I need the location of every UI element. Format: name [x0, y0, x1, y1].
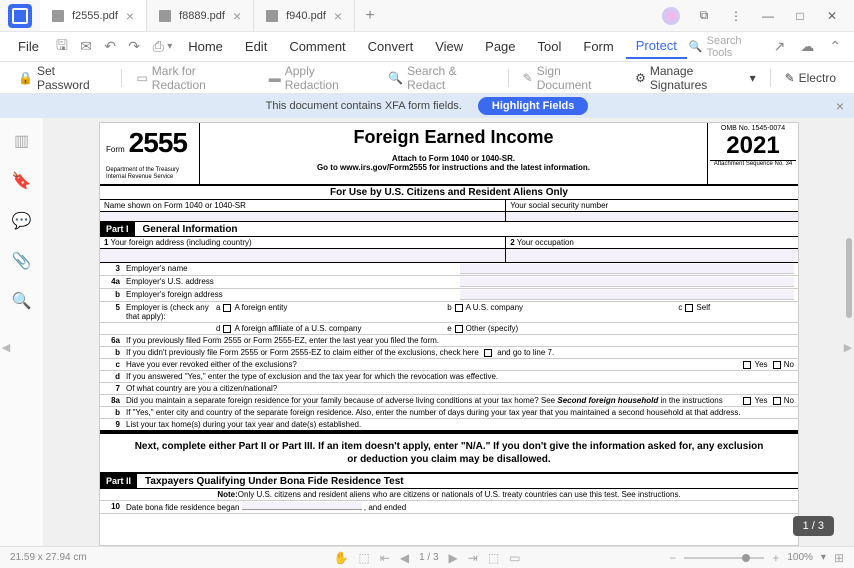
- menu-page[interactable]: Page: [475, 35, 525, 58]
- close-icon[interactable]: ×: [126, 8, 134, 24]
- add-tab-button[interactable]: +: [355, 0, 385, 31]
- cloud-icon[interactable]: ☁: [796, 35, 818, 59]
- menu-view[interactable]: View: [425, 35, 473, 58]
- close-icon[interactable]: ×: [334, 8, 342, 24]
- protect-toolbar: 🔒 Set Password ▭ Mark for Redaction ▬ Ap…: [0, 62, 854, 94]
- mark-redaction-button[interactable]: ▭ Mark for Redaction: [130, 62, 254, 94]
- zoom-in-icon[interactable]: +: [772, 551, 779, 565]
- zoom-level[interactable]: 100%: [787, 552, 813, 563]
- document-viewport[interactable]: Form 2555 Department of the TreasuryInte…: [44, 118, 854, 546]
- undo-icon[interactable]: ↶: [99, 35, 121, 59]
- set-password-button[interactable]: 🔒 Set Password: [12, 62, 113, 94]
- menu-edit[interactable]: Edit: [235, 35, 277, 58]
- file-menu[interactable]: File: [8, 35, 49, 58]
- zoom-slider[interactable]: [684, 557, 764, 559]
- last-page-icon[interactable]: ⇥: [468, 551, 478, 565]
- zoom-dropdown-icon[interactable]: ▾: [821, 552, 826, 563]
- bookmark-icon[interactable]: 🔖: [13, 172, 31, 190]
- search-tools[interactable]: 🔍 Search Tools: [689, 35, 763, 59]
- view-mode-icon[interactable]: ⊞: [834, 551, 844, 565]
- banner-text: This document contains XFA form fields.: [266, 100, 462, 112]
- tab-label: f2555.pdf: [72, 10, 118, 22]
- page-indicator: 1 / 3: [793, 516, 834, 536]
- close-icon[interactable]: ×: [233, 8, 241, 24]
- electronic-button[interactable]: ✎ Electro: [779, 69, 842, 87]
- dropdown-icon[interactable]: ▾: [167, 41, 172, 52]
- menu-form[interactable]: Form: [573, 35, 623, 58]
- search-redact-button[interactable]: 🔍 Search & Redact: [382, 62, 500, 94]
- first-page-icon[interactable]: ⇤: [380, 551, 390, 565]
- fit-page-icon[interactable]: ▭: [509, 551, 520, 565]
- thumbnails-icon[interactable]: ▥: [13, 132, 31, 150]
- tab-f2555[interactable]: f2555.pdf ×: [40, 0, 147, 31]
- next-page-icon[interactable]: ▶: [449, 551, 458, 565]
- share-icon[interactable]: ↗: [769, 35, 791, 59]
- window-controls: ⧉ ⋮ ― □ ✕: [654, 2, 854, 30]
- tab-label: f8889.pdf: [179, 10, 225, 22]
- maximize-button[interactable]: □: [786, 2, 814, 30]
- vertical-scrollbar[interactable]: [846, 238, 852, 318]
- statusbar: 21.59 x 27.94 cm ✋ ⬚ ⇤ ◀ 1 / 3 ▶ ⇥ ⬚ ▭ −…: [0, 546, 854, 568]
- print-icon[interactable]: ⎙: [147, 35, 169, 59]
- titlebar: f2555.pdf × f8889.pdf × f940.pdf × + ⧉ ⋮…: [0, 0, 854, 32]
- save-icon[interactable]: 🖫: [51, 35, 73, 59]
- sign-document-button[interactable]: ✎ Sign Document: [517, 62, 621, 94]
- page-dimensions: 21.59 x 27.94 cm: [10, 552, 87, 563]
- close-window-button[interactable]: ✕: [818, 2, 846, 30]
- main-area: ▥ 🔖 💬 📎 🔍 ◀ Form 2555 Department of the …: [0, 118, 854, 546]
- hand-tool-icon[interactable]: ✋: [333, 551, 348, 565]
- select-tool-icon[interactable]: ⬚: [358, 551, 369, 565]
- prev-page-edge[interactable]: ◀: [0, 332, 12, 362]
- zoom-out-icon[interactable]: −: [669, 551, 676, 565]
- pdf-icon: [52, 10, 64, 22]
- form-page: Form 2555 Department of the TreasuryInte…: [99, 122, 799, 546]
- comments-icon[interactable]: 💬: [13, 212, 31, 230]
- tab-label: f940.pdf: [286, 10, 326, 22]
- pdf-icon: [266, 10, 278, 22]
- tab-f940[interactable]: f940.pdf ×: [254, 0, 355, 31]
- redo-icon[interactable]: ↷: [123, 35, 145, 59]
- xfa-banner: This document contains XFA form fields. …: [0, 94, 854, 118]
- minimize-button[interactable]: ―: [754, 2, 782, 30]
- menu-comment[interactable]: Comment: [279, 35, 355, 58]
- prev-page-icon[interactable]: ◀: [400, 551, 409, 565]
- search-icon[interactable]: 🔍: [13, 292, 31, 310]
- ai-icon[interactable]: [662, 7, 680, 25]
- form-title: Foreign Earned Income: [204, 127, 703, 148]
- next-page-edge[interactable]: ▶: [842, 332, 854, 362]
- fit-width-icon[interactable]: ⬚: [488, 551, 499, 565]
- menu-tool[interactable]: Tool: [528, 35, 572, 58]
- menu-home[interactable]: Home: [178, 35, 233, 58]
- banner-close-icon[interactable]: ×: [836, 98, 844, 114]
- manage-signatures-button[interactable]: ⚙ Manage Signatures ▾: [629, 62, 762, 94]
- tab-f8889[interactable]: f8889.pdf ×: [147, 0, 254, 31]
- attachments-icon[interactable]: 📎: [13, 252, 31, 270]
- mail-icon[interactable]: ✉: [75, 35, 97, 59]
- app-icon[interactable]: [8, 4, 32, 28]
- highlight-fields-button[interactable]: Highlight Fields: [478, 97, 589, 115]
- expand-icon[interactable]: ⌃: [824, 35, 846, 59]
- apply-redaction-button[interactable]: ▬ Apply Redaction: [263, 62, 374, 94]
- menubar: File 🖫 ✉ ↶ ↷ ⎙ ▾ Home Edit Comment Conve…: [0, 32, 854, 62]
- more-icon[interactable]: ⋮: [722, 2, 750, 30]
- pdf-icon: [159, 10, 171, 22]
- menu-convert[interactable]: Convert: [358, 35, 424, 58]
- open-window-icon[interactable]: ⧉: [690, 2, 718, 30]
- page-number[interactable]: 1 / 3: [419, 552, 438, 563]
- tab-strip: f2555.pdf × f8889.pdf × f940.pdf × +: [40, 0, 654, 31]
- menu-protect[interactable]: Protect: [626, 34, 687, 59]
